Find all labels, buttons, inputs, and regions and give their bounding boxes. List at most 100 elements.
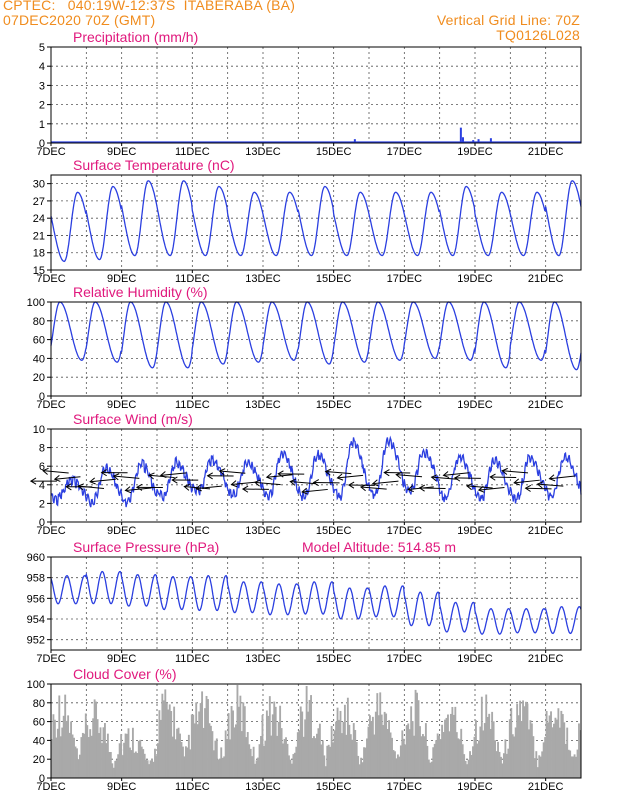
cloud-bar — [364, 747, 367, 778]
cloud-bar — [433, 743, 436, 778]
cloud-bar — [464, 760, 467, 778]
cloud-bar — [187, 734, 190, 778]
cloud-bar — [193, 723, 196, 778]
wind-arrow-shaft — [443, 472, 470, 476]
x-tick-label: 21DEC — [528, 781, 564, 793]
cloud-bar — [226, 738, 229, 778]
cloud-bar — [248, 744, 251, 778]
panel-precip — [47, 46, 582, 146]
cloud-bar — [389, 732, 392, 778]
cloud-bar — [360, 757, 363, 778]
cloud-bar — [210, 725, 212, 778]
cloud-bar — [519, 700, 522, 778]
cloud-bar — [391, 737, 393, 778]
cloud-bar — [323, 755, 326, 778]
cloud-bar — [92, 718, 95, 778]
cloud-bar — [255, 760, 258, 778]
x-tick-label: 13DEC — [245, 273, 281, 285]
wind-arrow-head — [89, 477, 96, 485]
cloud-bar — [229, 739, 232, 778]
cloud-bar — [352, 723, 355, 778]
cloud-bar — [186, 747, 189, 778]
wind-arrow-head — [347, 481, 355, 489]
cloud-bar — [65, 720, 68, 778]
cloud-bar — [55, 737, 58, 778]
y-tick-label: 3 — [39, 80, 45, 92]
y-tick-label: 1 — [39, 119, 45, 131]
wind-arrow-head — [289, 478, 296, 486]
cloud-bar — [224, 730, 227, 778]
cloud-bar — [570, 756, 573, 778]
header-date: 07DEC2020 70Z (GMT) — [3, 12, 156, 28]
cloud-bar — [235, 724, 237, 778]
cloud-bar — [361, 762, 364, 778]
panel-cloud — [47, 683, 582, 781]
cloud-bar — [470, 754, 473, 778]
x-tick-label: 15DEC — [316, 146, 352, 158]
y-tick-label: 5 — [39, 42, 45, 54]
cloud-bar — [338, 719, 340, 778]
cloud-bar — [553, 723, 555, 778]
cloud-bar — [52, 714, 55, 778]
cloud-bar — [218, 758, 221, 778]
cloud-bar — [455, 732, 458, 778]
wind-arrow-shaft — [113, 475, 140, 479]
y-tick-label: 954 — [27, 614, 45, 626]
cloud-bar — [183, 756, 186, 778]
cloud-bar — [449, 713, 452, 778]
cloud-bar — [354, 729, 357, 778]
cloud-bar — [505, 753, 508, 778]
cloud-bar — [561, 714, 564, 778]
cloud-bar — [161, 693, 164, 778]
cloud-bar — [529, 720, 532, 778]
panel-title-wind: Surface Wind (m/s) — [73, 411, 193, 427]
cloud-bar — [199, 703, 202, 778]
x-tick-label: 9DEC — [107, 653, 136, 665]
x-tick-label: 7DEC — [36, 781, 65, 793]
cloud-bar — [548, 715, 551, 778]
cloud-bar — [533, 758, 536, 778]
x-tick-label: 9DEC — [107, 399, 136, 411]
x-tick-label: 7DEC — [36, 399, 65, 411]
cloud-bar — [104, 723, 106, 778]
x-tick-label: 17DEC — [387, 781, 423, 793]
cloud-bar — [279, 705, 282, 778]
cloud-bar — [430, 761, 433, 778]
cloud-bar — [447, 714, 449, 778]
cloud-bar — [342, 721, 345, 778]
cloud-bar — [162, 700, 165, 778]
x-tick-label: 15DEC — [316, 525, 352, 537]
x-tick-label: 15DEC — [316, 273, 352, 285]
cloud-bar — [479, 726, 482, 778]
y-tick-label: 100 — [27, 297, 45, 309]
cloud-bar — [558, 727, 561, 778]
y-tick-label: 6 — [39, 461, 45, 473]
y-tick-label: 0 — [39, 517, 45, 529]
cloud-bar — [261, 715, 264, 778]
cloud-bar — [101, 743, 103, 778]
cloud-bar — [264, 740, 267, 778]
cloud-bar — [223, 756, 226, 778]
cloud-bar — [379, 692, 382, 778]
cloud-bar — [293, 752, 296, 778]
wind-arrow-head — [418, 484, 426, 492]
cloud-bar — [498, 751, 501, 778]
precip-bar — [461, 137, 464, 143]
cloud-bar — [87, 737, 90, 778]
panel-subtitle-pressure: Model Altitude: 514.85 m — [302, 539, 456, 555]
wind-arrow-head — [218, 468, 226, 476]
cloud-bar — [299, 706, 302, 778]
y-tick-label: 0 — [39, 773, 45, 785]
y-tick-label: 20 — [33, 754, 45, 766]
cloud-bar — [511, 734, 514, 778]
x-tick-label: 11DEC — [175, 273, 210, 285]
x-tick-label: 13DEC — [245, 781, 281, 793]
cloud-bar — [142, 749, 145, 778]
cloud-bar — [81, 732, 84, 778]
x-tick-label: 17DEC — [387, 399, 423, 411]
wind-arrow-head — [183, 483, 191, 491]
wind-arrow-shaft — [514, 479, 540, 484]
temp-series-line — [50, 180, 582, 263]
wind-arrow-head — [383, 469, 390, 477]
cloud-bar — [394, 751, 396, 778]
